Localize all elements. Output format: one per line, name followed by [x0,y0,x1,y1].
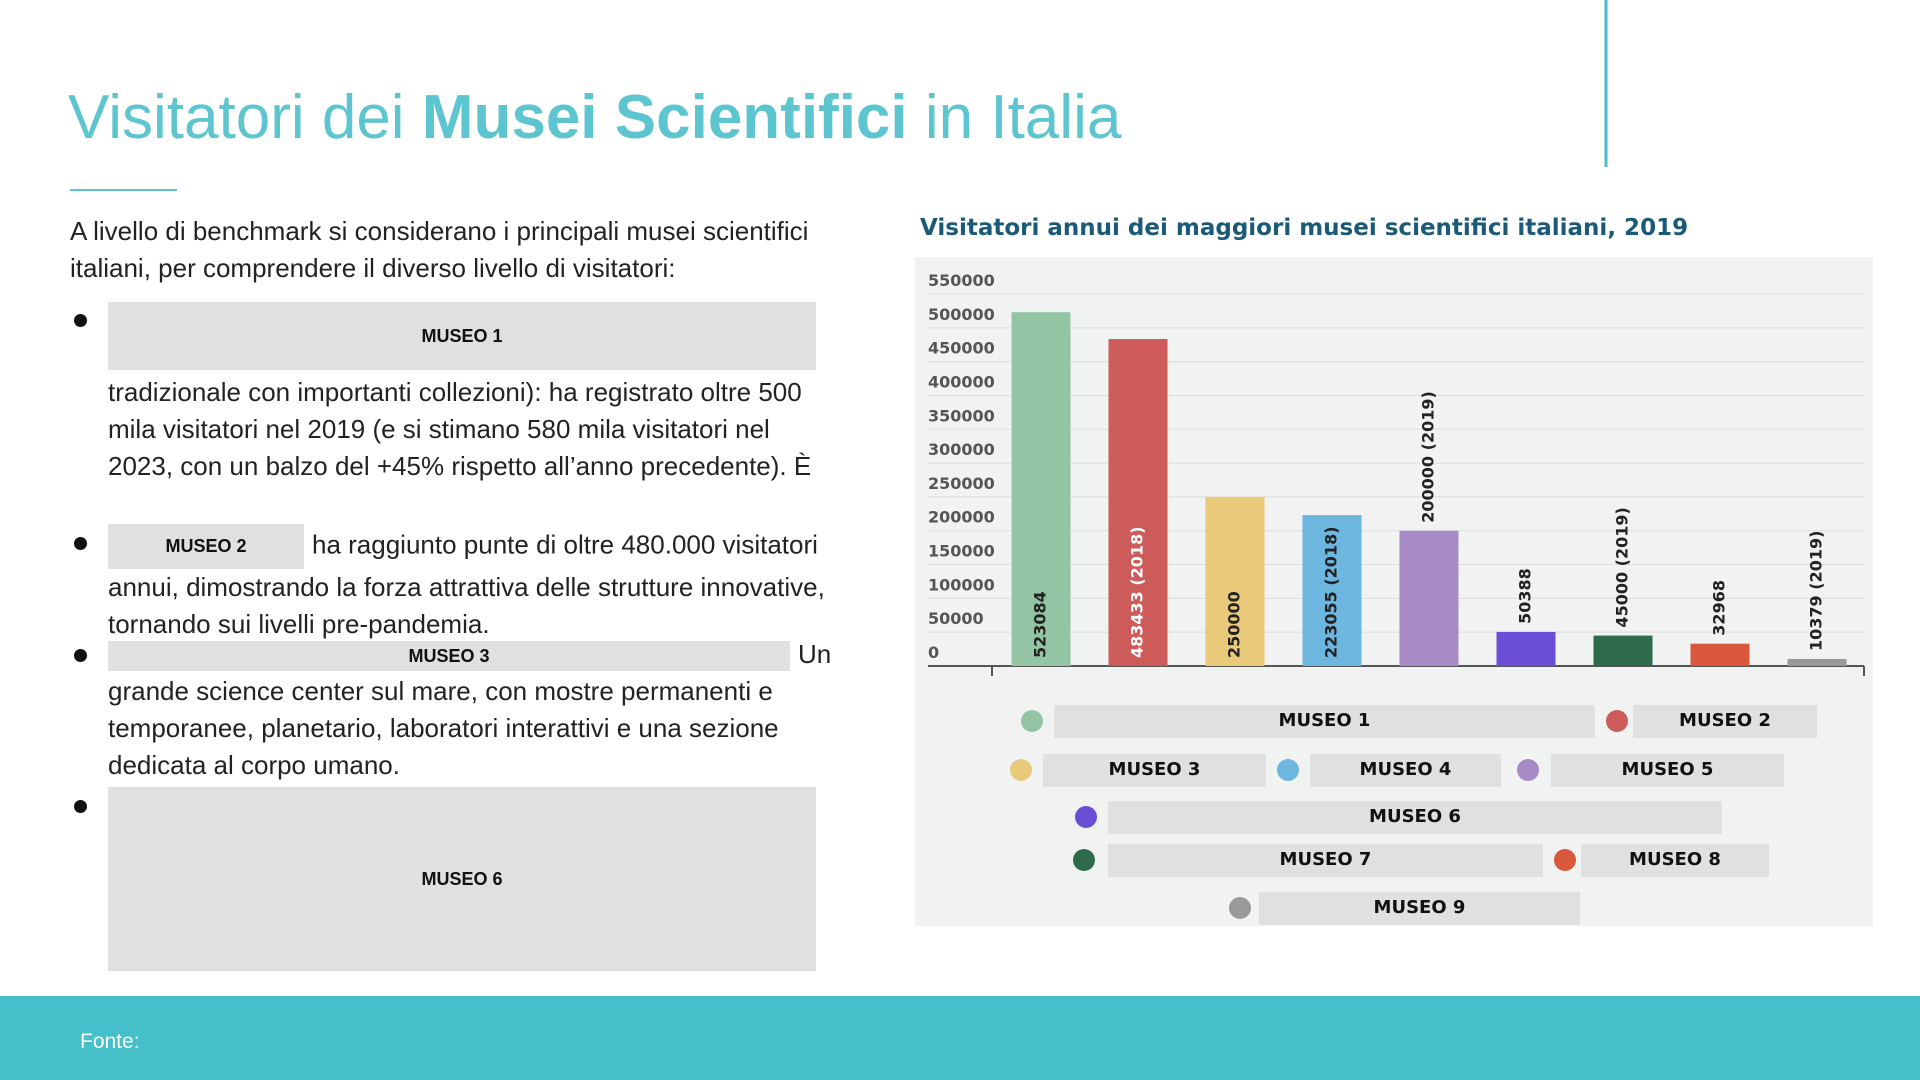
intro: A livello di benchmark si considerano i … [70,216,809,283]
legend-box [1310,754,1501,787]
legend-box [1259,892,1580,925]
legend-box [1108,801,1722,834]
bullet-item: MUSEO 2 ha raggiunto punte di oltre 480.0… [108,524,838,643]
y-tick-label: 100000 [928,575,995,594]
bar [1108,339,1168,666]
y-tick-label: 500000 [928,305,995,324]
legend-label: MUSEO 1 [1279,710,1371,731]
legend-box [1054,705,1595,738]
redacted: MUSEO 6 [108,787,816,971]
bar [1011,312,1071,666]
legend-marker [1554,849,1576,871]
legend-label: MUSEO 5 [1622,759,1714,780]
y-tick-label: 150000 [928,542,995,561]
y-tick-label: 50000 [928,609,984,628]
title: Visitatori dei Musei Scientifici in Ital… [68,82,1121,153]
bar [1593,635,1653,666]
legend-box [1551,754,1784,787]
bar [1205,496,1265,666]
legend-label: MUSEO 9 [1374,897,1466,918]
bullet-item: MUSEO 3 Un grande science center sul mare… [108,636,838,784]
bar [1496,631,1556,666]
y-tick-label: 250000 [928,474,995,493]
legend-label: MUSEO 2 [1679,710,1771,731]
value-label: 50388 [1516,568,1535,624]
y-tick-label: 300000 [928,440,995,459]
legend-marker [1075,806,1097,828]
redacted: MUSEO 3 [108,641,790,672]
bullet-text: tradizionale con importanti collezioni):… [108,377,812,481]
title-part: Visitatori dei [68,83,405,152]
value-label: 250000 [1225,591,1244,658]
bar [1302,515,1362,666]
y-tick-label: 550000 [928,271,995,290]
value-label: 45000 (2019) [1613,507,1632,627]
source: Fonte: [80,1030,140,1053]
bar [1399,530,1459,666]
value-label: 523084 [1031,591,1050,658]
legend-label: MUSEO 7 [1280,849,1372,870]
title-part: in Italia [924,83,1122,152]
footer-band [0,996,1920,1080]
y-tick-label: 350000 [928,406,995,425]
bullet-text: ha raggiunto punte di oltre 480.000 visi… [108,529,825,639]
legend-label: MUSEO 6 [1369,806,1461,827]
bullet [74,537,87,550]
legend-marker [1606,710,1628,732]
bullet [74,649,87,662]
legend-marker [1229,897,1251,919]
chart-title: Visitatori annui dei maggiori musei scie… [920,215,1688,241]
legend-box [1043,754,1266,787]
bullet [74,314,87,327]
value-label: 200000 (2019) [1419,391,1438,523]
legend-marker [1277,759,1299,781]
legend-marker [1073,849,1095,871]
title-bold: Musei Scientifici [421,83,908,152]
bar [1690,643,1750,666]
value-label: 32968 [1710,580,1729,636]
legend-box [1633,705,1817,738]
legend-label: MUSEO 8 [1629,849,1721,870]
redacted: MUSEO 1 [108,302,816,370]
legend-marker [1021,710,1043,732]
legend-marker [1517,759,1539,781]
bullet-text: Un grande science center sul mare, con m… [108,639,832,780]
legend-box [1581,844,1769,877]
legend-label: MUSEO 3 [1109,759,1201,780]
bar [1787,658,1847,666]
legend-box [1108,844,1543,877]
value-label: 10379 (2019) [1807,531,1826,651]
y-tick-label: 400000 [928,372,995,391]
legend-label: MUSEO 4 [1360,759,1452,780]
y-tick-label: 200000 [928,508,995,527]
value-label: 483433 (2018) [1128,526,1147,658]
legend-marker [1010,759,1032,781]
value-label: 223055 (2018) [1322,526,1341,658]
y-tick-label: 450000 [928,339,995,358]
y-tick-label: 0 [928,643,939,662]
bullet [74,800,87,813]
redacted: MUSEO 2 [108,524,304,569]
